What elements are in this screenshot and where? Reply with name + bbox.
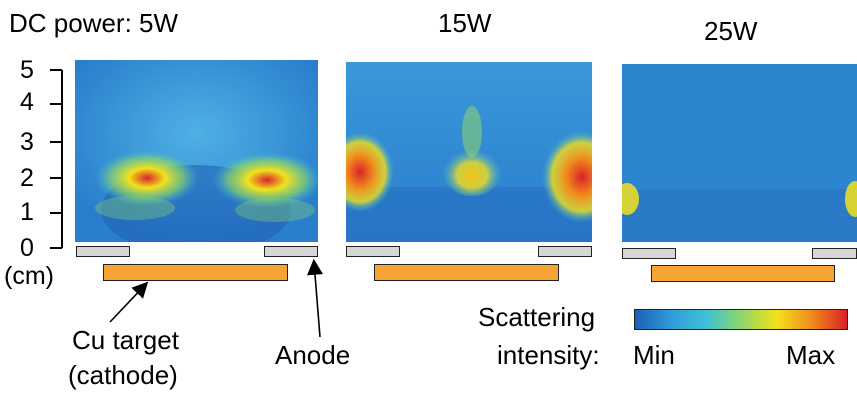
colorbar-min-label: Min [633, 340, 675, 370]
anode-plate [264, 246, 318, 257]
panel-title-5w: DC power: 5W [9, 8, 179, 38]
anode-plate [346, 246, 400, 257]
cu-target-plate [374, 264, 559, 281]
cathode-label: (cathode) [68, 360, 178, 390]
y-axis-unit: (cm) [4, 262, 54, 290]
colorbar-max-label: Max [786, 340, 836, 370]
panel-title-15w: 15W [438, 8, 492, 38]
y-tick-2: 2 [20, 164, 34, 192]
y-tick-4: 4 [20, 88, 34, 116]
plasma-image-25w [622, 64, 857, 242]
colorbar-title-line2: intensity: [497, 340, 600, 370]
plasma-image-15w [346, 62, 592, 242]
anode-plate [622, 248, 676, 259]
y-tick-3: 3 [20, 128, 34, 156]
anode-plate [538, 246, 592, 257]
anode-plate [76, 246, 130, 257]
anode-label: Anode [275, 340, 351, 370]
panel-title-25w: 25W [704, 16, 758, 46]
colorbar [634, 309, 848, 330]
cu-target-plate [103, 264, 288, 281]
y-tick-0: 0 [20, 234, 34, 262]
y-tick-1: 1 [20, 198, 34, 226]
plasma-image-5w [75, 60, 318, 242]
cu-target-label: Cu target [72, 325, 179, 355]
cu-target-plate [651, 265, 835, 282]
colorbar-title-line1: Scattering [478, 302, 596, 332]
y-tick-5: 5 [20, 56, 34, 84]
